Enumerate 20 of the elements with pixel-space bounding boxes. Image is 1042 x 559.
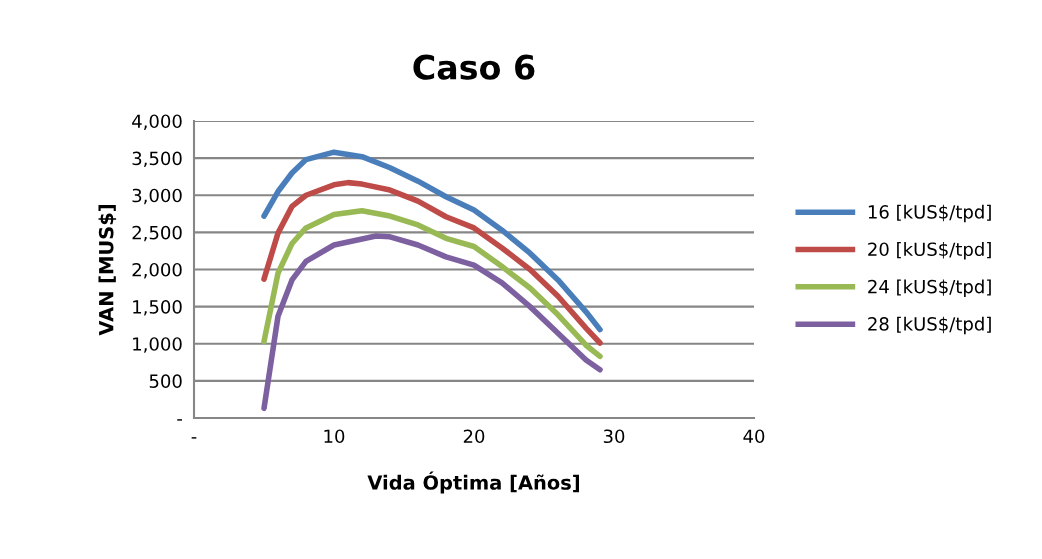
y-tick-label: 2,000 (132, 262, 182, 279)
x-tick-label: 30 (603, 429, 625, 444)
y-tick-label: 1,500 (133, 300, 182, 316)
y-axis-title: VAN [MUS$] (98, 205, 117, 336)
y-tick-label: 2,500 (132, 225, 182, 242)
y-tick-label: 4,000 (132, 114, 182, 130)
legend-label: 24 [kUS$/tpd] (868, 279, 991, 297)
legend-label: 28 [kUS$/tpd] (868, 316, 991, 335)
y-tick-label: 500 (149, 374, 182, 388)
x-tick-label: 10 (324, 429, 345, 444)
y-tick-label: 1,000 (133, 337, 182, 353)
y-tick-label: 3,000 (132, 188, 182, 205)
legend-label: 20 [kUS$/tpd] (868, 242, 991, 260)
legend-label: 16 [kUS$/tpd] (868, 204, 991, 223)
y-tick-label: - (177, 419, 183, 421)
x-tick-label: 40 (743, 429, 765, 444)
chart-title: Caso 6 (413, 54, 535, 80)
x-axis-title: Vida Óptima [Años] (367, 471, 579, 494)
y-tick-label: 3,500 (132, 151, 182, 168)
x-tick-label: 20 (463, 429, 485, 444)
